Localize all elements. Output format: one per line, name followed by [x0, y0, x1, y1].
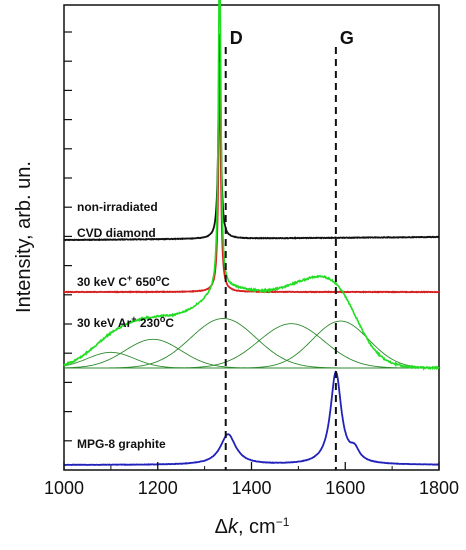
x-axis-symbol: Δ	[215, 516, 228, 538]
label-cvd-line2: CVD diamond	[77, 226, 156, 240]
label-argon-unit: C	[165, 316, 174, 330]
x-tick-label-1600: 1600	[325, 478, 365, 498]
y-axis-title: Intensity, arb. un.	[13, 161, 35, 313]
series-line-3	[63, 370, 440, 466]
x-axis-exp: −1	[276, 515, 290, 529]
fit-component-1	[63, 338, 439, 369]
label-carbon: 30 keV C+ 650oC	[77, 273, 170, 289]
series-group	[63, 0, 440, 466]
reference-label-D: D	[230, 28, 243, 48]
label-carbon-unit: C	[161, 275, 170, 289]
x-axis-title: Δk, cm−1	[215, 515, 290, 538]
reference-label-G: G	[340, 28, 354, 48]
x-ticks: 1000 1200 1400 1600 1800	[44, 462, 459, 498]
label-carbon-sup: +	[127, 273, 132, 283]
series-line-2	[63, 0, 440, 371]
x-tick-label-1800: 1800	[419, 478, 459, 498]
fit-component-3	[64, 323, 439, 369]
x-tick-label-1400: 1400	[231, 478, 271, 498]
label-argon-prefix: 30 keV Ar	[77, 316, 132, 330]
fit-component-4	[64, 320, 440, 369]
label-argon-temp: 230	[137, 316, 161, 330]
label-graphite: MPG-8 graphite	[77, 437, 166, 451]
label-carbon-temp: 650	[132, 275, 156, 289]
fit-component-2	[64, 318, 439, 369]
fit-component-0	[63, 351, 439, 369]
label-cvd-line1: non-irradiated	[77, 200, 158, 214]
label-argon-deg: o	[160, 314, 166, 324]
label-carbon-deg: o	[156, 273, 162, 283]
label-carbon-prefix: 30 keV C	[77, 275, 127, 289]
x-axis-var: k	[228, 516, 239, 538]
fit-components	[63, 318, 440, 369]
series-line-0	[63, 33, 440, 242]
x-axis-unit: , cm	[238, 516, 276, 538]
label-argon: 30 keV Ar+ 230oC	[77, 314, 174, 330]
series-line-1	[63, 62, 440, 294]
x-tick-label-1000: 1000	[44, 478, 84, 498]
label-argon-sup: +	[131, 314, 136, 324]
x-tick-label-1200: 1200	[138, 478, 178, 498]
y-ticks	[64, 31, 72, 442]
